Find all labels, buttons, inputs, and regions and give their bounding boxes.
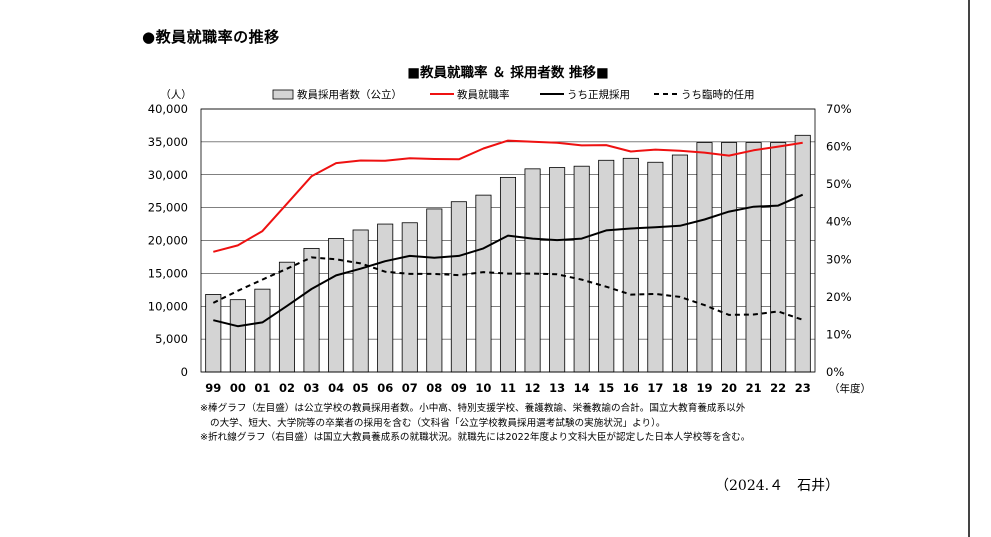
bar [499,176,517,373]
bar [205,294,222,373]
bar [794,134,811,373]
x-axis-tick-label: 21 [746,381,762,395]
legend-label: うち正規採用 [567,88,630,101]
left-axis-tick-label: 25,000 [148,201,188,215]
bar [770,142,787,373]
right-axis-tick-label: 0% [826,365,844,379]
note-line: ※棒グラフ（左目盛）は公立学校の教員採用者数。小中高、特別支援学校、養護教諭、栄… [200,403,746,414]
left-axis-tick-label: 15,000 [148,266,188,280]
left-axis-tick-label: 10,000 [148,299,188,313]
author-signature: （2024.４ 石井） [715,478,840,494]
left-axis-tick-label: 35,000 [148,135,188,149]
note-line: ※折れ線グラフ（右目盛）は国立大教員養成系の就職状況。就職先には2022年度より… [200,432,751,443]
x-axis-tick-label: 00 [230,381,246,395]
right-axis-tick-label: 70% [826,102,852,116]
bar [696,142,713,373]
bar [573,165,590,373]
x-axis-tick-label: 08 [426,381,442,395]
bar [426,208,443,373]
x-axis-tick-label: 20 [721,381,737,395]
bar [598,159,615,373]
note-line: の大学、短大、大学院等の卒業者の採用を含む（文科省「公立学校教員採用選考試験の実… [210,417,666,429]
x-axis-tick-label: 13 [549,381,565,395]
left-axis-tick-label: 30,000 [148,168,188,182]
bar [450,201,467,373]
x-axis-tick-label: 11 [500,381,516,395]
bar [475,194,492,373]
bar [254,288,271,373]
bar [278,261,295,373]
left-axis-tick-label: 20,000 [148,234,188,248]
right-axis-tick-label: 40% [826,215,852,229]
employment-rate-chart: ■教員就職率 ＆ 採用者数 推移■ （人） 教員採用者数（公立） 教員就職率 うち正… [148,64,871,395]
right-axis-tick-label: 20% [826,290,852,304]
left-axis-tick-label: 40,000 [148,102,188,116]
x-axis-tick-label: 22 [770,381,786,395]
left-axis-tick-label: 0 [181,365,188,379]
x-axis-tick-label: 03 [304,381,320,395]
x-axis-tick-label: 09 [451,381,467,395]
left-axis-unit: （人） [160,89,192,101]
right-axis-tick-label: 60% [826,140,852,154]
x-axis-tick-label: 04 [328,381,344,395]
bar [229,299,246,373]
x-axis-tick-label: 15 [598,381,614,395]
x-axis-tick-label: 01 [254,381,270,395]
section-heading: ●教員就職率の推移 [142,28,280,46]
x-axis-tick-label: 06 [377,381,393,395]
left-axis-ticks: 0 5,000 10,000 15,000 20,000 25,000 30,000 35,0… [148,102,188,379]
x-axis-tick-label: 16 [623,381,639,395]
line-series [212,139,804,328]
chart-title: ■教員就職率 ＆ 採用者数 推移■ [407,64,609,81]
x-axis-tick-label: 23 [795,381,811,395]
page-border [968,0,970,537]
bar [745,142,762,373]
bar [647,161,664,373]
chart-legend: 教員採用者数（公立） 教員就職率 うち正規採用 うち臨時的任用 [272,88,755,101]
chart-notes: ※棒グラフ（左目盛）は公立学校の教員採用者数。小中高、特別支援学校、養護教諭、栄… [200,402,750,446]
bar [622,157,639,373]
x-axis-tick-label: 02 [279,381,295,395]
bar [377,223,394,373]
x-axis-ticks: 99 00 01 02 03 04 05 06 07 08 09 10 11 12 13 14 15 16 17 18… [205,381,871,395]
x-axis-tick-label: 10 [475,381,491,395]
x-axis-tick-label: 99 [205,381,221,395]
bar [303,247,320,373]
x-axis-tick-label: 14 [574,381,590,395]
legend-label: 教員採用者数（公立） [297,88,402,101]
right-axis-ticks: 0% 10% 20% 30% 40% 50% 60% 70% [826,102,852,379]
bar-series [205,134,811,373]
x-axis-unit: （年度） [829,382,871,395]
bar [671,154,688,373]
legend-label: うち臨時的任用 [681,88,755,101]
x-axis-tick-label: 19 [696,381,712,395]
series-line-3 [212,256,804,321]
legend-swatch-bar [272,89,294,100]
series-line-2 [213,193,804,328]
series-line-1 [213,139,803,253]
plot-area-frame [200,108,816,373]
bar [352,229,369,373]
x-axis-tick-label: 07 [402,381,418,395]
bar [524,168,541,373]
right-axis-tick-label: 10% [826,327,852,341]
legend-label: 教員就職率 [457,88,510,101]
bar [721,142,738,373]
bar [549,167,566,373]
x-axis-tick-label: 18 [672,381,688,395]
right-axis-tick-label: 50% [826,177,852,191]
left-axis-tick-label: 5,000 [155,332,188,346]
x-axis-tick-label: 12 [525,381,541,395]
x-axis-tick-label: 17 [647,381,663,395]
x-axis-tick-label: 05 [353,381,369,395]
right-axis-tick-label: 30% [826,252,852,266]
bar [401,222,418,373]
